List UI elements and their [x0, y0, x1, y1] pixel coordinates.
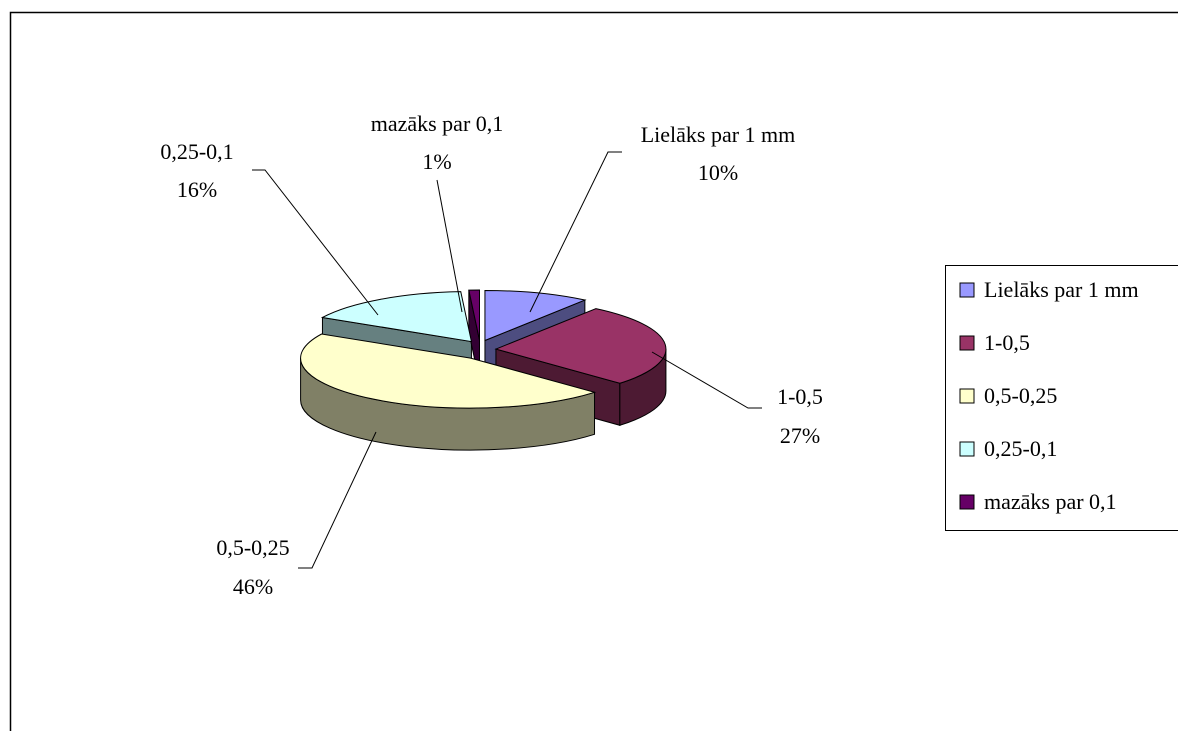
legend-item-lielaks-par-1-mm: Lielāks par 1 mm [960, 277, 1139, 302]
legend-swatch [960, 283, 974, 297]
data-label-percent-0-25-0-1: 16% [177, 177, 217, 202]
data-label-percent-mazaks-par-0-1: 1% [422, 149, 451, 174]
legend-label: 0,25-0,1 [984, 436, 1057, 461]
legend-swatch [960, 336, 974, 350]
legend-label: mazāks par 0,1 [984, 489, 1117, 514]
data-label-category-mazaks-par-0-1: mazāks par 0,1 [371, 111, 504, 136]
data-label-percent-0-5-0-25: 46% [233, 574, 273, 599]
legend: Lielāks par 1 mm 1-0,5 0,5-0,25 0,25-0,1 maz… [946, 266, 1178, 531]
data-label-category-1-0-5: 1-0,5 [777, 384, 823, 409]
data-label-category-lielaks-par-1-mm: Lielāks par 1 mm [641, 122, 796, 147]
data-label-category-0-25-0-1: 0,25-0,1 [160, 139, 233, 164]
legend-swatch [960, 495, 974, 509]
legend-label: Lielāks par 1 mm [984, 277, 1139, 302]
legend-swatch [960, 442, 974, 456]
legend-label: 1-0,5 [984, 330, 1030, 355]
legend-item-mazaks-par-0-1: mazāks par 0,1 [960, 489, 1117, 514]
data-label-percent-lielaks-par-1-mm: 10% [698, 160, 738, 185]
data-label-percent-1-0-5: 27% [780, 423, 820, 448]
legend-swatch [960, 389, 974, 403]
data-label-category-0-5-0-25: 0,5-0,25 [216, 535, 289, 560]
legend-label: 0,5-0,25 [984, 383, 1057, 408]
